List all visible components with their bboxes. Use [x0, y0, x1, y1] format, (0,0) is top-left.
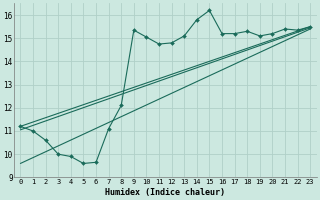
X-axis label: Humidex (Indice chaleur): Humidex (Indice chaleur)	[105, 188, 225, 197]
